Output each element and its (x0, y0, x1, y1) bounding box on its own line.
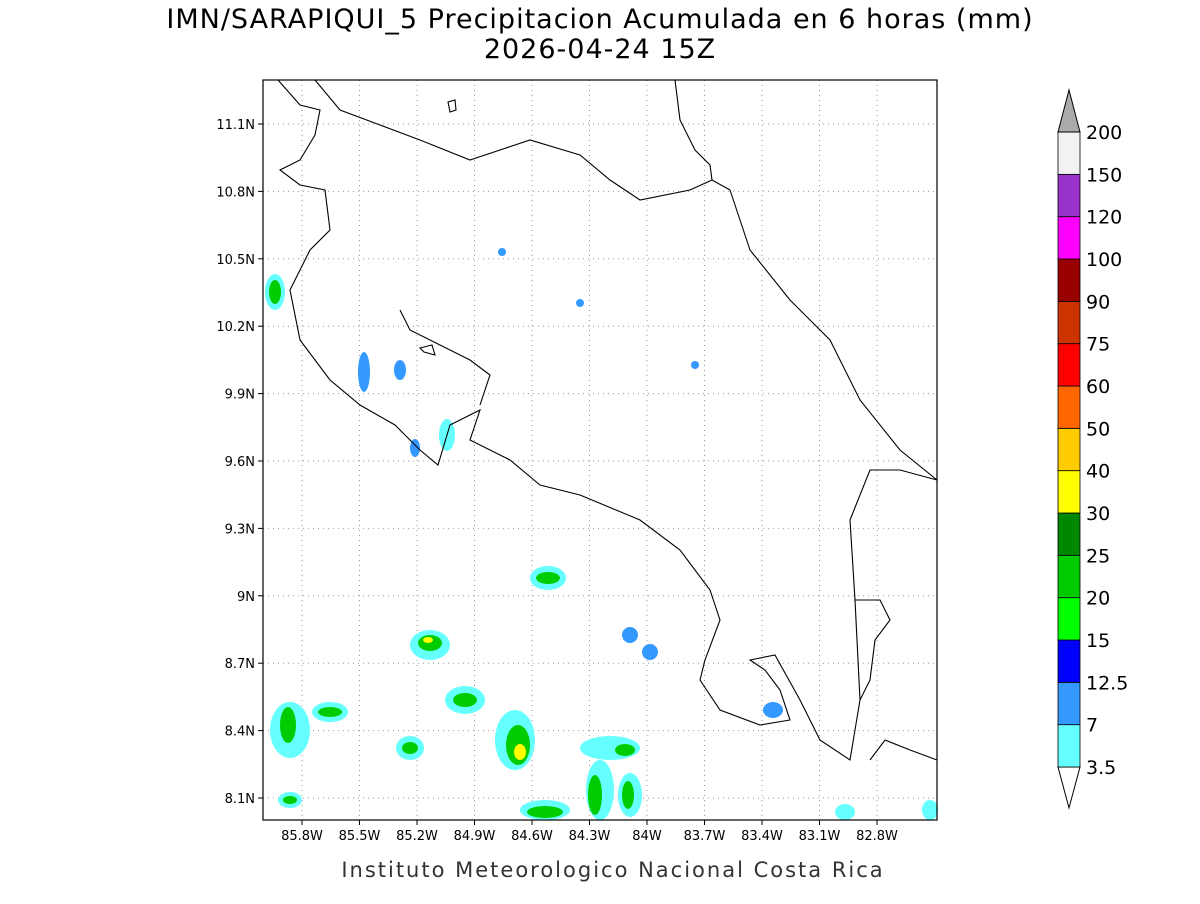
lon-tick-label: 85.8W (281, 829, 323, 844)
colorbar-swatch (1057, 131, 1081, 175)
colorbar-label: 15 (1086, 630, 1110, 652)
rain-cell (588, 775, 602, 815)
colorbar-label: 100 (1086, 249, 1122, 271)
rain-cell (394, 360, 406, 380)
lon-tick-label: 84.3W (569, 829, 611, 844)
axis-ticks: 85.8W 85.5W 85.2W 84.9W 84.6W 84.3W 84W 83.7W 83… (216, 118, 898, 844)
colorbar-over (1057, 88, 1081, 133)
rain-cell (622, 627, 638, 643)
rain-cell (576, 299, 584, 307)
precipitation (265, 248, 938, 820)
coast-path (869, 739, 938, 761)
colorbar-label: 20 (1086, 588, 1110, 610)
rain-cell (402, 742, 418, 754)
colorbar-swatch (1057, 300, 1081, 345)
colorbar-swatch (1057, 639, 1081, 683)
lat-tick-label: 8.1N (225, 792, 255, 807)
rain-cell (358, 352, 370, 392)
lon-tick-label: 84.6W (511, 829, 553, 844)
title: IMN/SARAPIQUI_5 Precipitacion Acumulada … (166, 4, 1033, 35)
map-area: 85.8W 85.5W 85.2W 84.9W 84.6W 84.3W 84W 83.7W 83… (216, 79, 938, 844)
coast-path (674, 79, 713, 181)
lat-tick-label: 11.1N (216, 118, 255, 133)
rain-cell (536, 572, 560, 584)
lon-tick-label: 83.1W (799, 829, 841, 844)
lat-tick-label: 9.6N (225, 455, 255, 470)
colorbar-label: 150 (1086, 164, 1122, 186)
colorbar-label: 25 (1086, 545, 1110, 567)
footer: Instituto Meteorologico Nacional Costa R… (341, 858, 884, 882)
colorbar-label: 200 (1086, 122, 1122, 144)
island (447, 99, 457, 113)
rain-cell (622, 781, 634, 809)
colorbar-label: 12.5 (1086, 672, 1128, 694)
rain-cell (269, 280, 281, 304)
colorbar-label: 50 (1086, 418, 1110, 440)
rain-cell (423, 637, 433, 643)
lat-tick-label: 9.3N (225, 522, 255, 537)
rain-cell (691, 361, 699, 369)
lon-tick-label: 85.5W (339, 829, 381, 844)
colorbar-swatch (1057, 216, 1081, 260)
colorbar-swatch (1057, 470, 1081, 514)
lon-tick-label: 82.8W (856, 829, 898, 844)
lat-tick-label: 9N (237, 590, 255, 605)
rain-cell (514, 744, 526, 760)
rain-cell (410, 439, 420, 457)
rain-cell (615, 744, 635, 756)
colorbar-label: 90 (1086, 291, 1110, 313)
colorbar-swatch (1057, 512, 1081, 556)
colorbar-label: 120 (1086, 207, 1122, 229)
colorbar-swatch (1057, 724, 1081, 768)
colorbar-swatch (1057, 681, 1081, 726)
lat-tick-label: 10.5N (216, 253, 255, 268)
rain-cell (642, 644, 658, 660)
colorbar-label: 60 (1086, 376, 1110, 398)
colorbar-label: 40 (1086, 461, 1110, 483)
coast-path (314, 79, 938, 481)
map-frame-bg (263, 80, 937, 820)
island (418, 344, 436, 356)
colorbar-under (1057, 766, 1081, 810)
coast-path (277, 79, 938, 761)
subtitle: 2026-04-24 15Z (484, 34, 716, 65)
lat-tick-label: 8.4N (225, 725, 255, 740)
colorbar-label: 30 (1086, 503, 1110, 525)
coastline (277, 79, 938, 761)
lon-tick-label: 84.9W (454, 829, 496, 844)
lat-tick-label: 8.7N (225, 657, 255, 672)
coast-path (855, 599, 891, 701)
rain-cell (498, 248, 506, 256)
colorbar-swatch (1057, 554, 1081, 599)
rain-cell (527, 806, 563, 818)
colorbar-swatch (1057, 173, 1081, 218)
colorbar-label: 3.5 (1086, 757, 1116, 779)
rain-cell (835, 804, 855, 820)
lon-tick-label: 83.4W (741, 829, 783, 844)
coast-path (399, 309, 491, 406)
rain-cell (280, 707, 296, 743)
colorbar-label: 7 (1086, 715, 1098, 737)
lon-tick-label: 83.7W (684, 829, 726, 844)
rain-cell (922, 800, 938, 820)
rain-cell (453, 693, 477, 707)
colorbar-label: 75 (1086, 334, 1110, 356)
colorbar-swatch (1057, 343, 1081, 387)
colorbar: 3.5 7 12.5 15 20 25 30 40 50 60 75 90 100 120 150 200 (1057, 88, 1128, 810)
rain-cell (283, 796, 297, 804)
lon-tick-label: 84W (632, 829, 662, 844)
colorbar-swatch (1057, 258, 1081, 302)
map-frame (262, 79, 938, 821)
lat-tick-label: 9.9N (225, 388, 255, 403)
colorbar-swatch (1057, 385, 1081, 429)
colorbar-swatch (1057, 597, 1081, 641)
lat-tick-label: 10.8N (216, 185, 255, 200)
lon-tick-label: 85.2W (396, 829, 438, 844)
colorbar-swatch (1057, 427, 1081, 472)
lat-tick-label: 10.2N (216, 320, 255, 335)
rain-cell (763, 702, 783, 718)
rain-cell (318, 707, 342, 717)
